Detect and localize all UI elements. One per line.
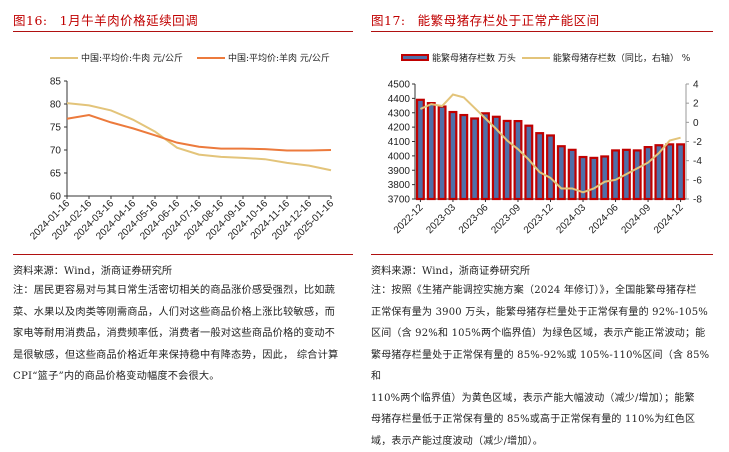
svg-text:-2: -2 <box>693 137 702 148</box>
svg-text:3800: 3800 <box>388 180 411 191</box>
svg-text:-6: -6 <box>693 175 702 186</box>
svg-text:-4: -4 <box>693 156 702 167</box>
note-line: 繁母猪存栏量处于正常保有量的 85%-92%或 105%-110%区间（含 85… <box>371 345 716 388</box>
note-line: 110%两个临界值）为黄色区域，表示产能大幅波动（减少/增加）；能繁 <box>371 388 716 410</box>
source-text: 资料来源：Wind，浙商证券研究所 <box>13 262 172 277</box>
svg-text:4400: 4400 <box>388 94 411 105</box>
svg-text:2024-09: 2024-09 <box>619 202 653 236</box>
svg-text:2024-12: 2024-12 <box>652 202 686 236</box>
svg-text:70: 70 <box>50 146 62 157</box>
note-line: 区间（含 92%和 105%两个临界值）为绿色区域，表示产能正常波动；能 <box>371 323 716 345</box>
note-paragraph: 注：按照《生猪产能调控实施方案（2024 年修订）》，全国能繁母猪存栏正常保有量… <box>371 280 716 452</box>
source-text: 资料来源：Wind，浙商证券研究所 <box>371 262 530 277</box>
svg-text:80: 80 <box>50 100 62 111</box>
svg-text:4300: 4300 <box>388 108 411 119</box>
svg-text:2022-12: 2022-12 <box>392 202 426 236</box>
svg-text:60: 60 <box>50 192 62 203</box>
note-paragraph: 注：居民更容易对与其日常生活密切相关的商品涨价感受强烈，比如蔬菜、水果以及肉类等… <box>13 280 351 388</box>
note-line: 母猪存栏量低于正常保有量的 85%或高于正常保有量的 110%为红色区 <box>371 409 716 431</box>
note-line: 菜、水果以及肉类等刚需商品，人们对这些商品价格上涨比较敏感，而 <box>13 302 351 324</box>
svg-text:4200: 4200 <box>388 123 411 134</box>
note-line: 正常保有量为 3900 万头，能繁母猪存栏量处于正常保有量的 92%-105% <box>371 302 716 324</box>
svg-text:2023-09: 2023-09 <box>489 202 523 236</box>
svg-text:4500: 4500 <box>388 80 411 91</box>
sow-inventory-bar-line-chart: 3700 3800 3900 4000 4100 4200 4300 4400 4500 -8 -6… <box>366 0 729 250</box>
note-line: 家电等耐用消费品，消费频率低，消费者一般对这些商品价格的变动不 <box>13 323 351 345</box>
svg-text:4: 4 <box>693 80 699 91</box>
svg-text:4000: 4000 <box>388 151 411 162</box>
svg-text:65: 65 <box>50 169 62 180</box>
svg-text:2023-06: 2023-06 <box>457 202 491 236</box>
svg-text:4100: 4100 <box>388 137 411 148</box>
figure-16-panel: 图16:1月牛羊肉价格延续回调 中国:平均价:牛肉 元/公斤 中国:平均价:羊肉… <box>0 0 362 419</box>
svg-text:2024-03: 2024-03 <box>554 202 588 236</box>
svg-text:3700: 3700 <box>388 195 411 206</box>
svg-text:0: 0 <box>693 118 699 129</box>
note-line: 域，表示产能过度波动（减少/增加）。 <box>371 431 716 452</box>
svg-text:2023-03: 2023-03 <box>424 202 458 236</box>
svg-text:85: 85 <box>50 77 62 88</box>
note-line: CPI“篮子”内的商品价格变动幅度不会很大。 <box>13 366 351 388</box>
svg-text:2: 2 <box>693 99 699 110</box>
svg-text:2024-06: 2024-06 <box>587 202 621 236</box>
source-divider <box>13 254 353 255</box>
svg-text:75: 75 <box>50 123 62 134</box>
svg-text:2023-12: 2023-12 <box>522 202 556 236</box>
figure-17-panel: 图17:能繁母猪存栏处于正常产能区间 能繁母猪存栏数 万头 能繁母猪存栏数（同比… <box>366 0 729 419</box>
note-line: 注：按照《生猪产能调控实施方案（2024 年修订）》，全国能繁母猪存栏 <box>371 280 716 302</box>
note-line: 是很敏感，但这些商品价格近年来保持稳中有降态势，因此， 综合计算 <box>13 345 351 367</box>
svg-text:-8: -8 <box>693 195 702 206</box>
source-divider <box>371 254 713 255</box>
beef-mutton-price-line-chart: 6065707580852024-01-162024-02-162024-03-… <box>0 0 362 250</box>
note-line: 注：居民更容易对与其日常生活密切相关的商品涨价感受强烈，比如蔬 <box>13 280 351 302</box>
svg-text:3900: 3900 <box>388 166 411 177</box>
